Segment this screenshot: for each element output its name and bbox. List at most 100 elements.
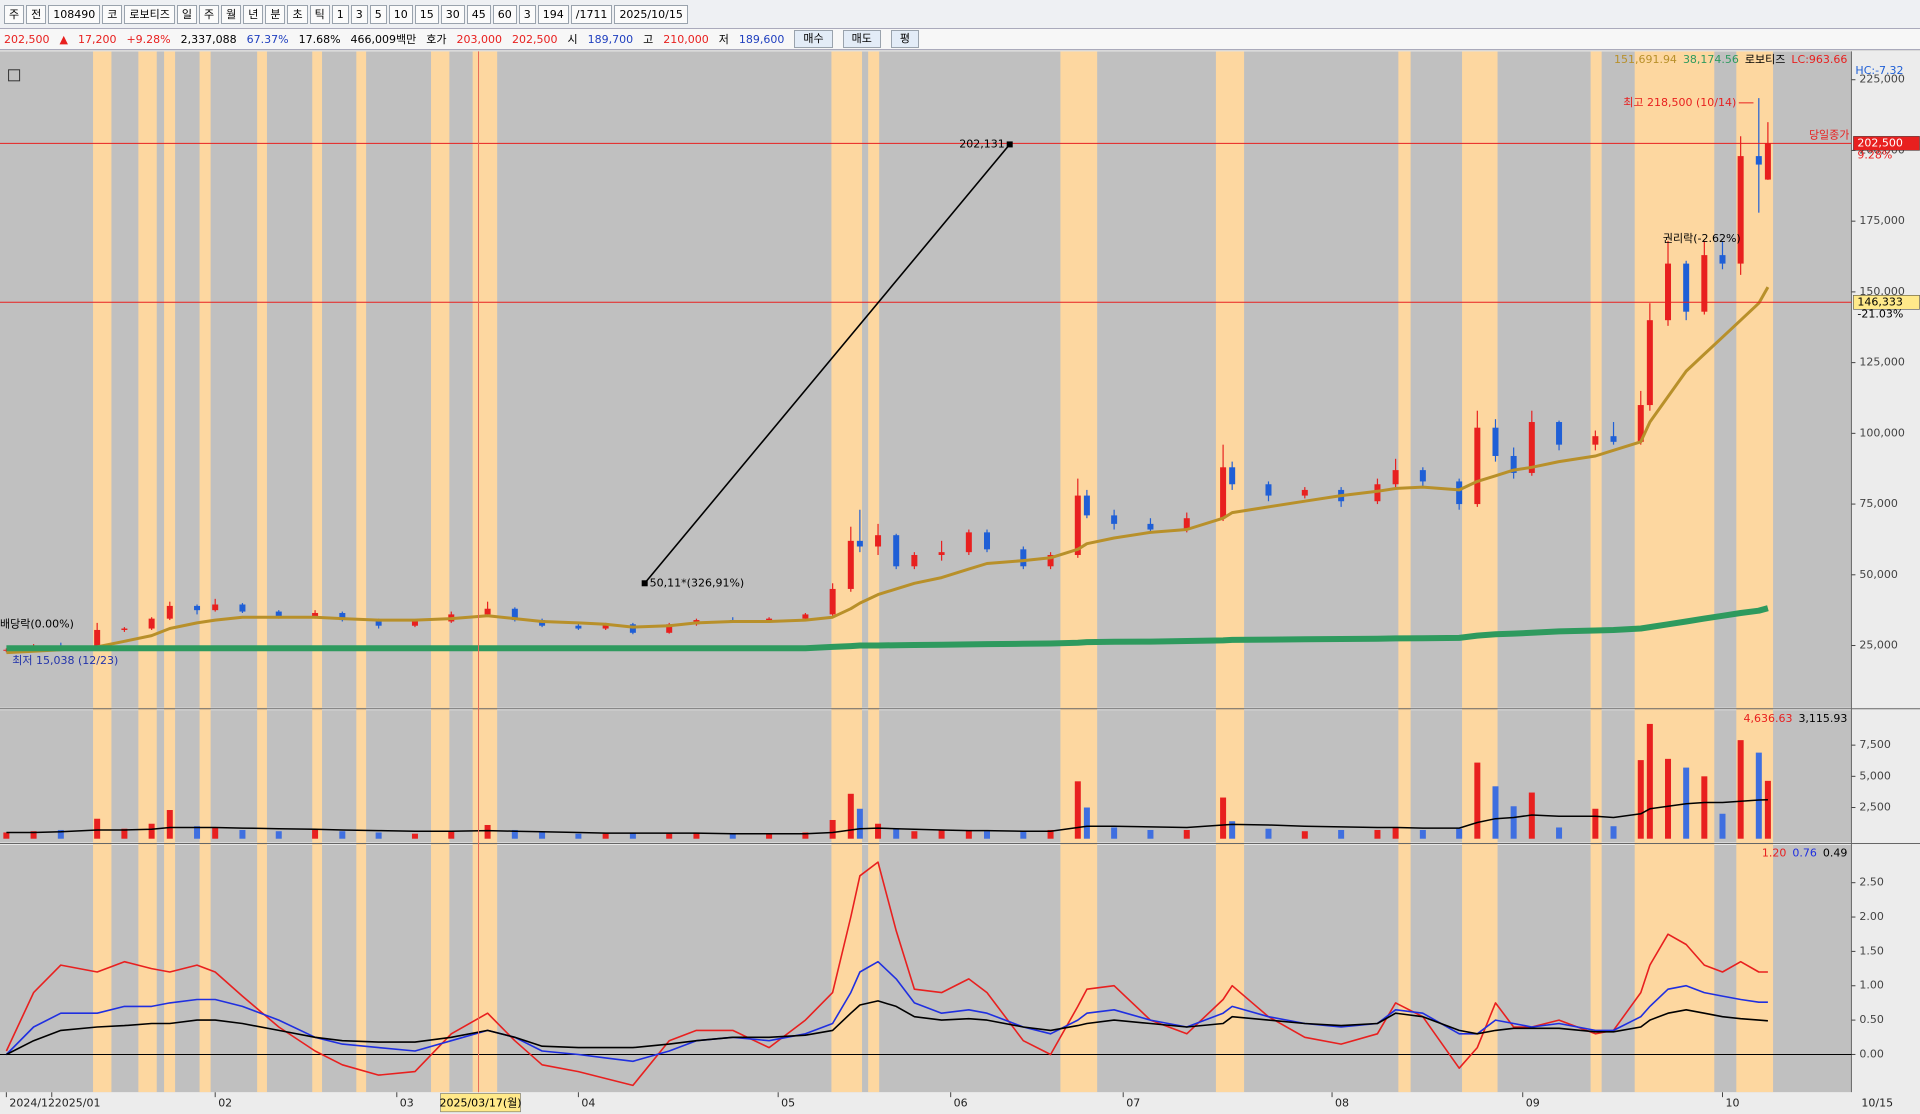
legend-entry: 3,115.93: [1798, 712, 1847, 725]
volume-bar: [1646, 723, 1653, 839]
volume-bar: [1492, 786, 1499, 839]
candle-body: [1147, 523, 1154, 530]
volume-bar: [729, 833, 736, 839]
toolbar-button[interactable]: 15: [414, 4, 439, 24]
volume-bar: [1764, 780, 1771, 839]
toolbar-button[interactable]: 2025/10/15: [614, 4, 688, 24]
toolbar-button[interactable]: 일: [176, 4, 197, 24]
signal-band: [138, 51, 157, 1093]
y-tick-label: 50,000: [1859, 568, 1898, 581]
cursor-label: 2025/03/17(월): [439, 1096, 521, 1109]
toolbar-button[interactable]: /1711: [570, 4, 613, 24]
annotation: 배당락(0.00%): [0, 617, 74, 630]
legend-entry: 38,174.56: [1683, 53, 1739, 66]
annotation: 최고 218,500 (10/14): [1623, 96, 1736, 109]
volume-bar: [239, 829, 246, 839]
y-tick-label: 175,000: [1859, 214, 1905, 227]
legend-entry: HC:-7.32: [1855, 64, 1903, 77]
y-tick-label: 225,000: [1859, 73, 1905, 86]
legend-entry: 0.49: [1823, 846, 1848, 859]
y-tick-label: 2.00: [1859, 910, 1884, 923]
signal-band: [868, 51, 880, 1093]
volume-bar: [1556, 827, 1563, 839]
toolbar-button[interactable]: 45: [466, 4, 491, 24]
toolbar-button[interactable]: 월: [221, 4, 242, 24]
toolbar-button[interactable]: 30: [440, 4, 465, 24]
volume-bar: [1220, 797, 1227, 839]
y-tick-label: 0.50: [1859, 1013, 1884, 1026]
order-button[interactable]: 매도: [842, 30, 881, 48]
toolbar-button[interactable]: 틱: [309, 4, 330, 24]
x-tick-label: 2024/12: [9, 1096, 55, 1109]
legend-entry: 로보티즈: [1745, 53, 1785, 66]
signal-band: [199, 51, 211, 1093]
toolbar-button[interactable]: 194: [537, 4, 569, 24]
info-value: 210,000: [663, 32, 709, 46]
info-bar: 202,500 ▲ 17,200 +9.28% 2,337,088 67.37% 17.68…: [0, 29, 1920, 50]
volume-bar: [275, 831, 282, 839]
candle-body: [121, 628, 128, 630]
volume-bar: [339, 831, 346, 839]
price-tag-change: -21.03%: [1857, 307, 1903, 320]
x-tick-label: 10: [1725, 1096, 1739, 1109]
volume-bar: [1147, 829, 1154, 839]
toolbar-button[interactable]: 1: [331, 4, 349, 24]
trend-start-label: 50,11*(326,91%): [650, 576, 745, 589]
volume-bar: [802, 832, 809, 839]
toolbar-button[interactable]: 10: [388, 4, 413, 24]
signal-band: [257, 51, 267, 1093]
toolbar-button[interactable]: 5: [369, 4, 387, 24]
volume-bar: [1074, 781, 1081, 839]
info-value: 466,009백만: [350, 33, 417, 46]
trend-end-label: 202,131: [959, 137, 1005, 150]
y-tick-label: 1.50: [1859, 944, 1884, 957]
order-button[interactable]: 평: [890, 30, 920, 48]
series-line: [5, 861, 1768, 1087]
toolbar-button[interactable]: 코: [102, 4, 123, 24]
legend: 151,691.94 38,174.56 로보티즈 LC:963.66: [1614, 53, 1847, 66]
toolbar-button[interactable]: 주: [4, 4, 25, 24]
candle-body: [1665, 263, 1672, 321]
toolbar-button[interactable]: 60: [492, 4, 517, 24]
y-tick-label: 2.50: [1859, 876, 1884, 889]
volume-bar: [984, 831, 991, 839]
order-button[interactable]: 매수: [794, 30, 833, 48]
toolbar-button[interactable]: 108490: [48, 4, 101, 24]
volume-bar: [856, 808, 863, 839]
candle-body: [965, 532, 972, 553]
toolbar-button[interactable]: 로보티즈: [124, 4, 175, 24]
volume-bar: [121, 828, 128, 839]
x-tick-label: 03: [400, 1096, 414, 1109]
toolbar-button[interactable]: 3: [350, 4, 368, 24]
cursor-box: [440, 1093, 521, 1113]
legend-entry: 151,691.94: [1614, 53, 1677, 66]
volume-bar: [911, 831, 918, 839]
signal-band: [831, 51, 863, 1093]
volume-bar: [194, 826, 201, 839]
candle-body: [575, 625, 582, 629]
volume-bar: [1265, 828, 1272, 839]
x-tick-label: 08: [1335, 1096, 1349, 1109]
candle-body: [1229, 467, 1236, 485]
toolbar-button[interactable]: 주: [198, 4, 220, 24]
candle-body: [239, 604, 246, 612]
toolbar-button[interactable]: 년: [243, 4, 264, 24]
info-value: 시: [567, 33, 578, 46]
info-value: 17.68%: [298, 32, 341, 46]
legend-entry: 0.76: [1792, 846, 1817, 859]
volume-bar: [1419, 829, 1426, 839]
signal-band: [1060, 51, 1098, 1093]
volume-bar: [1637, 760, 1644, 839]
signal-band: [1215, 51, 1245, 1093]
toolbar-button[interactable]: 초: [287, 4, 308, 24]
y-tick-label: 125,000: [1859, 356, 1905, 369]
toolbar-button[interactable]: 3: [518, 4, 536, 24]
y-tick-label: 25,000: [1859, 639, 1898, 652]
volume-bar: [1610, 826, 1617, 839]
signal-band: [312, 51, 323, 1093]
series-line: [6, 1000, 1768, 1056]
candle-body: [1556, 422, 1563, 445]
toolbar-button[interactable]: 전: [26, 4, 47, 24]
volume-bar: [1474, 762, 1481, 839]
toolbar-button[interactable]: 분: [265, 4, 286, 24]
